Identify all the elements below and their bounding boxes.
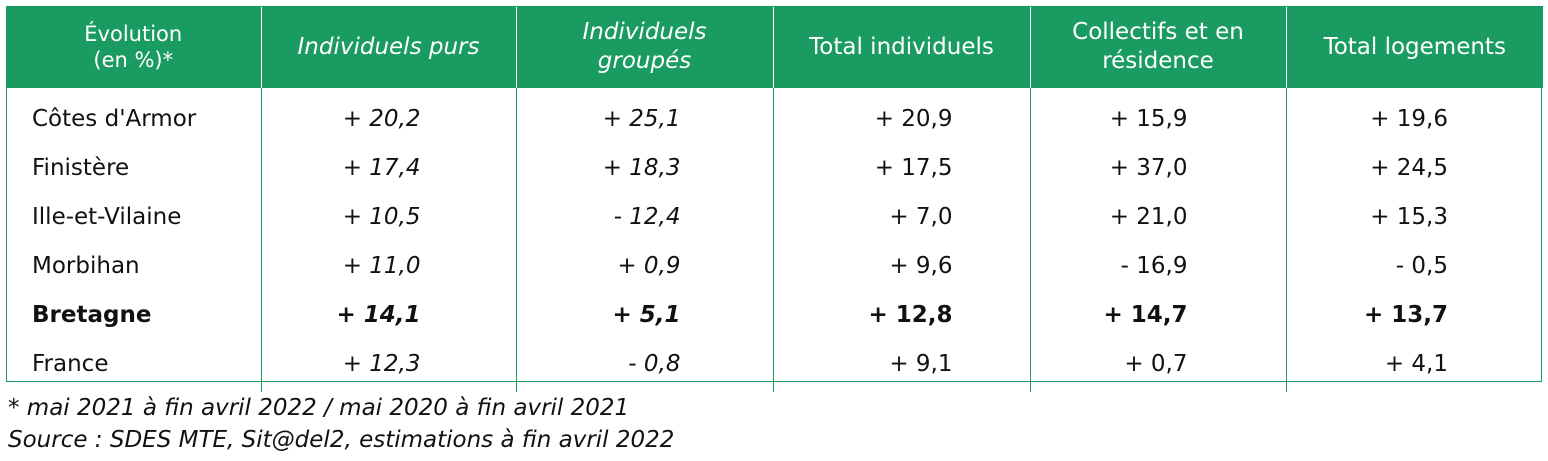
cell-individuels-groupes: + 0,9 xyxy=(515,241,773,290)
cell-individuels-purs: + 14,1 xyxy=(260,290,516,339)
cell-collectifs: + 37,0 xyxy=(1029,143,1286,192)
table-row: Côtes d'Armor + 20,2 + 25,1 + 20,9 + 15,… xyxy=(6,88,1543,143)
cell-individuels-purs: + 10,5 xyxy=(260,192,516,241)
footnote-source: Source : SDES MTE, Sit@del2, estimations… xyxy=(8,427,675,453)
cell-collectifs: + 15,9 xyxy=(1029,88,1286,143)
cell-total-logements: - 0,5 xyxy=(1285,241,1543,290)
cell-individuels-purs: + 17,4 xyxy=(260,143,516,192)
header-collectifs-line1: Collectifs et en xyxy=(1072,19,1244,45)
header-individuels-groupes-line1: Individuels xyxy=(582,19,707,45)
housing-evolution-table: Évolution (en %)* Individuels purs Indiv… xyxy=(6,6,1543,392)
cell-total-logements: + 4,1 xyxy=(1285,339,1543,392)
cell-individuels-groupes: - 0,8 xyxy=(515,339,773,392)
cell-total-logements: + 24,5 xyxy=(1285,143,1543,192)
table-row: Ille-et-Vilaine + 10,5 - 12,4 + 7,0 + 21… xyxy=(6,192,1543,241)
cell-individuels-purs: + 11,0 xyxy=(260,241,516,290)
cell-total-logements: + 13,7 xyxy=(1285,290,1543,339)
header-evolution-line2: (en %)* xyxy=(93,48,174,72)
cell-total-individuels: + 7,0 xyxy=(772,192,1030,241)
header-evolution-line1: Évolution xyxy=(84,22,183,46)
header-individuels-groupes: Individuels groupés xyxy=(515,6,773,88)
cell-total-individuels: + 12,8 xyxy=(772,290,1030,339)
header-collectifs: Collectifs et en résidence xyxy=(1029,6,1286,88)
cell-total-individuels: + 9,1 xyxy=(772,339,1030,392)
table-body: Côtes d'Armor + 20,2 + 25,1 + 20,9 + 15,… xyxy=(6,88,1543,392)
cell-collectifs: - 16,9 xyxy=(1029,241,1286,290)
cell-collectifs: + 21,0 xyxy=(1029,192,1286,241)
table-row: Morbihan + 11,0 + 0,9 + 9,6 - 16,9 - 0,5 xyxy=(6,241,1543,290)
row-label: France xyxy=(32,350,109,377)
cell-total-logements: + 15,3 xyxy=(1285,192,1543,241)
cell-individuels-groupes: + 18,3 xyxy=(515,143,773,192)
row-label: Morbihan xyxy=(32,252,140,279)
cell-individuels-purs: + 20,2 xyxy=(260,88,516,143)
cell-total-logements: + 19,6 xyxy=(1285,88,1543,143)
table-header: Évolution (en %)* Individuels purs Indiv… xyxy=(6,6,1543,88)
cell-individuels-groupes: + 5,1 xyxy=(515,290,773,339)
row-label: Côtes d'Armor xyxy=(32,105,197,132)
header-individuels-purs: Individuels purs xyxy=(260,6,516,88)
header-row: Évolution (en %)* Individuels purs Indiv… xyxy=(6,6,1543,88)
cell-collectifs: + 14,7 xyxy=(1029,290,1286,339)
row-label: Bretagne xyxy=(32,301,152,328)
header-individuels-purs-label: Individuels purs xyxy=(297,33,480,60)
table-row: France + 12,3 - 0,8 + 9,1 + 0,7 + 4,1 xyxy=(6,339,1543,392)
table-row-bretagne-total: Bretagne + 14,1 + 5,1 + 12,8 + 14,7 + 13… xyxy=(6,290,1543,339)
cell-collectifs: + 0,7 xyxy=(1029,339,1286,392)
header-total-logements-label: Total logements xyxy=(1323,33,1506,60)
header-collectifs-line2: résidence xyxy=(1102,48,1214,74)
header-total-logements: Total logements xyxy=(1285,6,1543,88)
header-total-individuels: Total individuels xyxy=(772,6,1030,88)
table-row: Finistère + 17,4 + 18,3 + 17,5 + 37,0 + … xyxy=(6,143,1543,192)
cell-individuels-groupes: - 12,4 xyxy=(515,192,773,241)
cell-individuels-groupes: + 25,1 xyxy=(515,88,773,143)
cell-total-individuels: + 17,5 xyxy=(772,143,1030,192)
cell-individuels-purs: + 12,3 xyxy=(260,339,516,392)
row-label: Finistère xyxy=(32,154,130,181)
row-label: Ille-et-Vilaine xyxy=(32,203,182,230)
footnote-period: * mai 2021 à fin avril 2022 / mai 2020 à… xyxy=(8,395,630,421)
cell-total-individuels: + 20,9 xyxy=(772,88,1030,143)
header-total-individuels-label: Total individuels xyxy=(809,33,994,60)
header-evolution: Évolution (en %)* xyxy=(6,6,261,88)
header-individuels-groupes-line2: groupés xyxy=(597,48,692,74)
cell-total-individuels: + 9,6 xyxy=(772,241,1030,290)
